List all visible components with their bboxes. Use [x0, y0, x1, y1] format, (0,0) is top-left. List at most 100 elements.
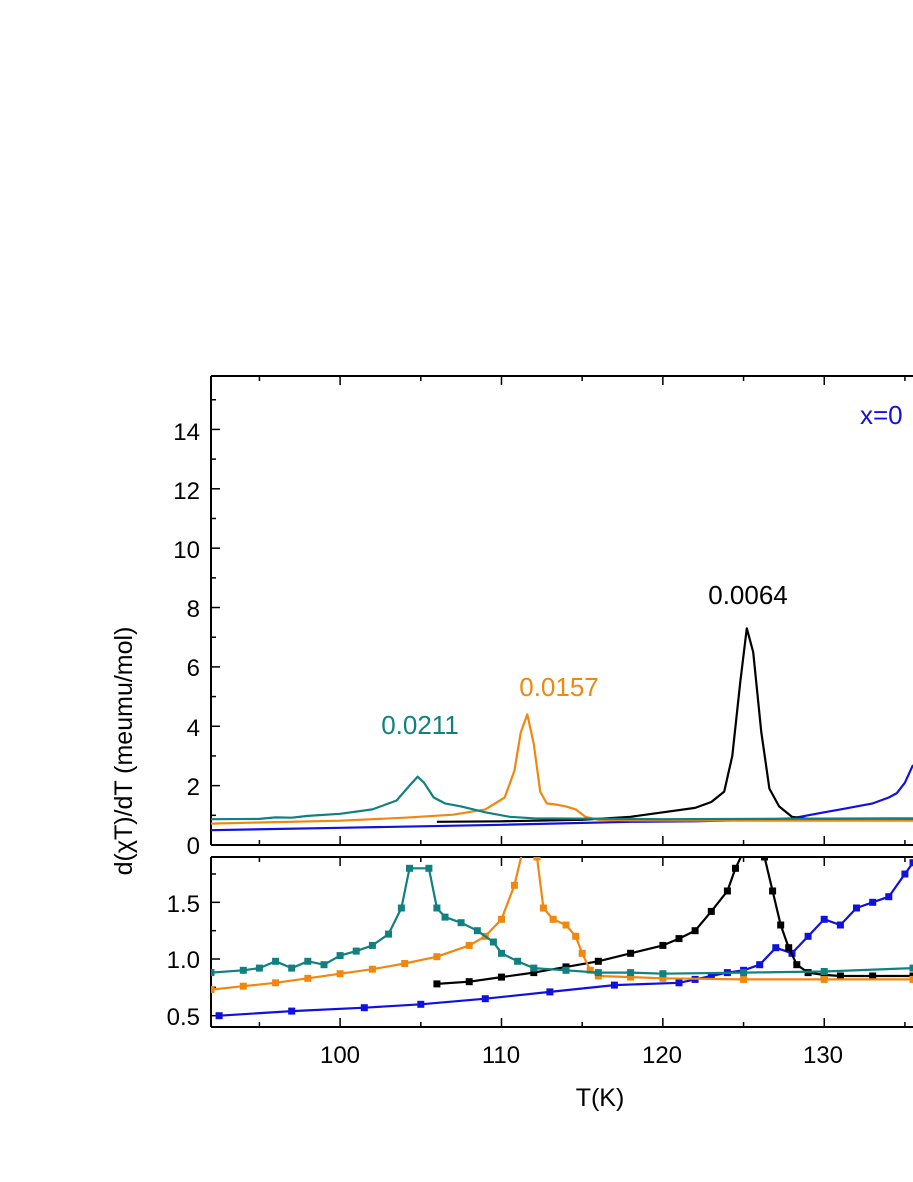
data-point-black — [869, 972, 877, 980]
data-point-teal — [530, 964, 538, 972]
data-point-teal — [211, 969, 215, 977]
data-point-teal — [562, 966, 570, 974]
data-point-black — [530, 969, 538, 977]
data-point-teal — [385, 930, 392, 938]
data-point-orange — [586, 966, 594, 974]
y-axis-title: d(χT)/dT (meumu/mol) — [110, 627, 138, 876]
data-point-orange — [562, 921, 570, 929]
data-point-black — [777, 921, 785, 929]
top-y-tick-label: 6 — [187, 655, 200, 682]
data-point-orange — [368, 965, 376, 973]
data-point-teal — [255, 964, 263, 972]
data-point-blue — [675, 979, 683, 987]
annotation-0.0064: 0.0064 — [708, 580, 788, 610]
data-point-black — [465, 978, 473, 986]
data-point-teal — [820, 968, 828, 975]
data-point-blue — [869, 898, 877, 906]
data-point-black — [723, 887, 731, 895]
data-point-orange — [578, 949, 586, 957]
data-point-orange — [304, 974, 312, 982]
data-point-orange — [465, 941, 473, 949]
data-point-blue — [481, 995, 489, 1003]
data-point-black — [793, 961, 801, 969]
x-tick-label: 100 — [320, 1042, 360, 1069]
data-point-orange — [627, 973, 635, 981]
data-point-black — [594, 957, 602, 965]
data-point-teal — [368, 941, 376, 949]
data-point-blue — [288, 1007, 296, 1015]
x-tick-label: 110 — [482, 1042, 520, 1069]
data-point-teal — [514, 957, 522, 965]
data-point-blue — [756, 961, 764, 969]
data-point-orange — [401, 960, 409, 967]
data-point-orange — [533, 857, 541, 861]
series-line-orange — [211, 713, 913, 825]
bottom-y-tick-label: 1.5 — [167, 891, 200, 918]
data-point-blue — [820, 915, 828, 923]
x-tick-label: 120 — [642, 1042, 682, 1069]
data-point-teal — [457, 919, 465, 927]
data-point-black — [627, 949, 635, 957]
data-point-black — [498, 973, 505, 981]
data-point-black — [691, 927, 699, 935]
data-point-blue — [417, 1000, 425, 1008]
data-point-black — [836, 972, 844, 980]
annotation-0.0157: 0.0157 — [519, 672, 599, 702]
data-point-black — [433, 980, 441, 988]
data-point-blue — [804, 932, 812, 940]
data-point-teal — [594, 969, 602, 977]
data-point-orange — [336, 970, 344, 978]
data-point-black — [785, 944, 793, 952]
data-point-blue — [901, 870, 909, 878]
data-point-orange — [519, 848, 526, 855]
series-line-black — [436, 857, 913, 985]
top-y-tick-label: 10 — [173, 537, 200, 564]
data-point-black — [707, 907, 715, 915]
data-point-teal — [498, 949, 505, 957]
series-line-teal — [211, 867, 913, 975]
data-point-orange — [510, 881, 518, 889]
series-line-blue — [211, 764, 913, 832]
data-point-blue — [610, 981, 618, 989]
data-point-teal — [659, 970, 667, 978]
data-point-black — [761, 857, 768, 861]
top-y-tick-label: 12 — [173, 478, 200, 505]
data-point-black — [659, 941, 667, 949]
data-point-orange — [272, 979, 280, 987]
data-point-blue — [215, 1012, 223, 1020]
top-panel-frame — [210, 375, 913, 846]
top-y-tick-label: 4 — [187, 715, 200, 742]
data-point-orange — [549, 915, 557, 923]
bottom-y-tick-label: 1.0 — [167, 947, 200, 974]
data-point-blue — [885, 893, 893, 901]
data-point-teal — [272, 957, 280, 965]
data-point-orange — [820, 975, 828, 983]
data-point-blue — [836, 921, 844, 929]
data-point-blue — [772, 944, 780, 952]
data-point-orange — [433, 953, 441, 961]
data-point-teal — [909, 964, 913, 972]
data-point-teal — [627, 969, 635, 977]
data-point-orange — [498, 915, 505, 923]
data-point-orange — [659, 974, 667, 982]
series-line-orange — [211, 857, 913, 991]
data-point-black — [732, 864, 739, 872]
x-tick-label: 130 — [803, 1042, 843, 1069]
series-line-black — [436, 627, 913, 823]
annotation-x0: x=0 — [860, 400, 903, 430]
data-point-orange — [740, 975, 748, 983]
data-point-teal — [288, 964, 296, 972]
data-point-teal — [304, 957, 312, 965]
data-point-blue — [360, 1004, 368, 1012]
top-y-tick-label: 0 — [187, 833, 200, 860]
data-point-blue — [707, 972, 715, 980]
data-point-orange — [572, 932, 580, 940]
data-point-orange — [239, 982, 247, 990]
data-point-black — [740, 848, 747, 855]
data-point-teal — [352, 947, 360, 955]
x-axis-title: T(K) — [576, 1084, 625, 1112]
top-y-tick-label: 14 — [173, 419, 200, 446]
data-point-blue — [853, 904, 860, 912]
data-point-black — [769, 887, 777, 895]
